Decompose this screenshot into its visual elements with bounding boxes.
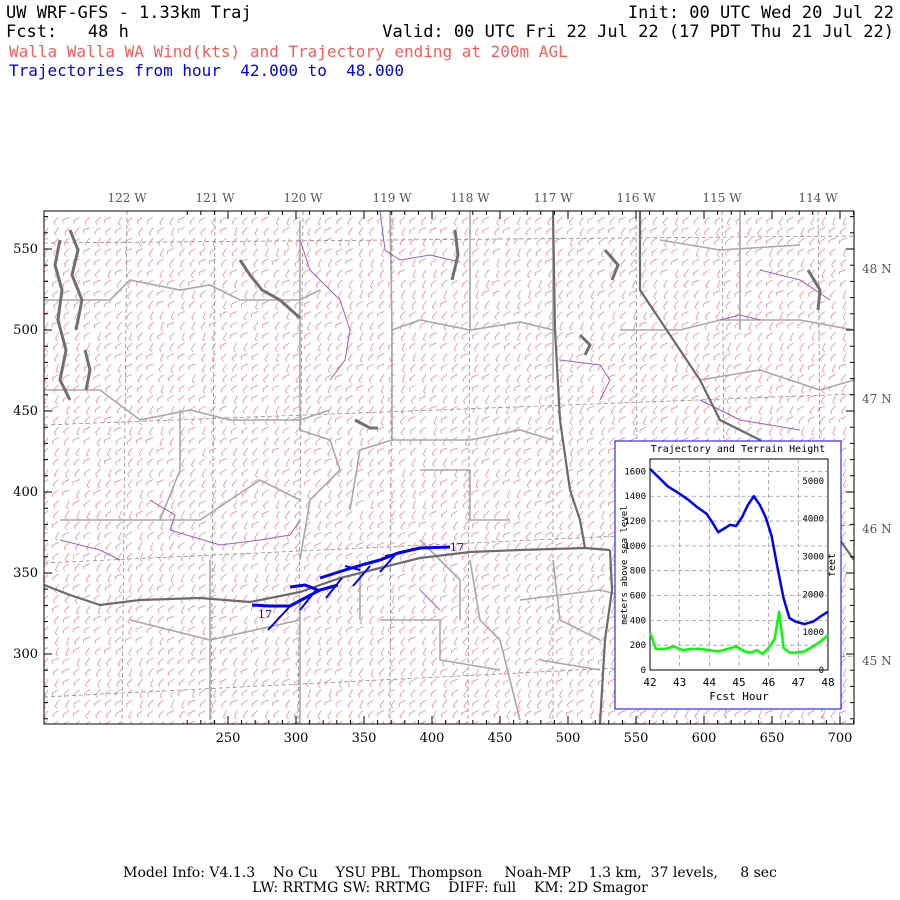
inset-x-ticks: 42 43 44 45 46 47 48 xyxy=(643,676,834,689)
inset-background xyxy=(614,440,842,710)
inset-x-tick-label: 46 xyxy=(762,676,775,689)
trajectory-arrows xyxy=(267,552,403,631)
inset-x-tick-label: 43 xyxy=(673,676,686,689)
inset-y-left-tick-label: 0 xyxy=(641,666,646,676)
inset-y-right-tick-label: 1000 xyxy=(802,628,824,638)
inset-y-left-tick-label: 200 xyxy=(630,641,646,651)
longitude-label: 119 W xyxy=(372,191,412,205)
product-title: Walla Walla WA Wind(kts) and Trajectory … xyxy=(9,42,568,61)
inset-x-tick-label: 48 xyxy=(821,676,834,689)
inset-x-label: Fcst Hour xyxy=(709,690,769,703)
inset-y-right-tick-label: 0 xyxy=(819,666,824,676)
longitude-label: 117 W xyxy=(533,191,573,205)
inset-y-right-tick-label: 3000 xyxy=(802,553,824,563)
longitude-label: 118 W xyxy=(450,191,490,205)
trajectory-label-start: 17 xyxy=(258,608,272,621)
inset-y-left-tick-label: 1000 xyxy=(624,542,646,552)
inset-x-tick-label: 44 xyxy=(703,676,717,689)
footer-physics: LW: RRTMG SW: RRTMG DIFF: full KM: 2D Sm… xyxy=(252,880,648,896)
forecast-label: Fcst: 48 h xyxy=(6,23,129,41)
y-tick-label: 550 xyxy=(13,242,38,257)
trajectory-mid xyxy=(289,583,319,592)
inset-x-tick-label: 45 xyxy=(732,676,745,689)
trajectory-height-line xyxy=(649,468,829,626)
y-tick-label: 300 xyxy=(13,647,38,662)
longitude-label: 114 W xyxy=(798,191,838,205)
longitude-label: 121 W xyxy=(195,191,235,205)
fcst-hours: 48 h xyxy=(87,22,129,42)
map-frame xyxy=(43,210,855,725)
inset-y-left-ticks: 1600 1400 1200 1000 800 600 400 200 0 xyxy=(624,467,646,676)
x-tick-label: 550 xyxy=(624,731,649,746)
y-tick-label: 350 xyxy=(13,566,38,581)
inset-y-label-right: feet xyxy=(827,553,838,577)
trajectories xyxy=(251,545,451,631)
valid-time: Valid: 00 UTC Fri 22 Jul 22 (17 PDT Thu … xyxy=(382,22,894,42)
x-tick-label: 300 xyxy=(284,731,309,746)
coastline xyxy=(53,229,822,430)
inset-y-right-ticks: 5000 4000 3000 2000 1000 0 xyxy=(802,477,824,676)
inset-y-left-tick-label: 1600 xyxy=(624,467,646,477)
x-axis-tick-labels: 250 300 350 400 450 500 550 600 650 700 xyxy=(216,731,853,746)
inset-x-tick-label: 47 xyxy=(792,676,805,689)
inset-y-right-tick-label: 5000 xyxy=(802,477,824,487)
latitude-label: 46 N xyxy=(862,522,892,536)
inset-y-left-tick-label: 1400 xyxy=(624,492,646,502)
terrain-height-line xyxy=(648,610,829,656)
y-axis-tick-labels: 550 500 450 400 350 300 xyxy=(13,242,38,662)
latitude-labels: 48 N 47 N 46 N 45 N xyxy=(862,262,892,668)
latitude-label: 47 N xyxy=(862,392,892,406)
inset-y-left-tick-label: 600 xyxy=(630,592,646,602)
y-tick-label: 500 xyxy=(13,323,38,338)
inset-y-label-left: meters above sea level xyxy=(620,505,630,624)
init-time: Init: 00 UTC Wed 20 Jul 22 xyxy=(627,3,894,23)
latitude-label: 45 N xyxy=(862,654,892,668)
y-tick-label: 400 xyxy=(13,485,38,500)
inset-chart: Trajectory and Terrain Height 42 43 44 45 46… xyxy=(614,440,842,710)
longitude-labels: 122 W 121 W 120 W 119 W 118 W 117 W 116 W 115 W… xyxy=(107,191,838,205)
x-tick-label: 450 xyxy=(488,731,513,746)
fcst-label: Fcst: xyxy=(6,22,58,42)
inset-y-right-tick-label: 4000 xyxy=(802,515,824,525)
longitude-label: 116 W xyxy=(616,191,656,205)
footer-model-info: Model Info: V4.1.3 No Cu YSU PBL Thompso… xyxy=(123,865,777,881)
latitude-label: 48 N xyxy=(862,262,892,276)
model-title: UW WRF-GFS - 1.33km Traj xyxy=(6,3,252,23)
y-tick-label: 450 xyxy=(13,404,38,419)
trajectory-upper xyxy=(319,545,451,580)
inset-y-left-tick-label: 800 xyxy=(630,567,646,577)
x-tick-label: 500 xyxy=(556,731,581,746)
x-tick-label: 400 xyxy=(420,731,445,746)
inset-y-left-tick-label: 1200 xyxy=(624,517,646,527)
x-tick-label: 250 xyxy=(216,731,241,746)
inset-y-left-tick-label: 400 xyxy=(630,616,646,626)
x-tick-label: 700 xyxy=(828,731,853,746)
x-tick-label: 600 xyxy=(692,731,717,746)
inset-y-right-tick-label: 2000 xyxy=(802,590,824,600)
longitude-label: 122 W xyxy=(107,191,147,205)
inset-series xyxy=(648,468,829,656)
inset-title: Trajectory and Terrain Height xyxy=(651,444,826,455)
x-tick-label: 350 xyxy=(352,731,377,746)
longitude-label: 120 W xyxy=(283,191,323,205)
trajectory-label-end: 17 xyxy=(450,541,464,554)
inset-x-tick-label: 42 xyxy=(643,676,656,689)
trajectory-lower xyxy=(251,583,339,608)
map-ticks xyxy=(44,211,855,724)
x-tick-label: 650 xyxy=(760,731,785,746)
longitude-label: 115 W xyxy=(702,191,742,205)
trajectory-range: Trajectories from hour 42.000 to 48.000 xyxy=(9,61,404,80)
inset-grid xyxy=(650,459,828,670)
